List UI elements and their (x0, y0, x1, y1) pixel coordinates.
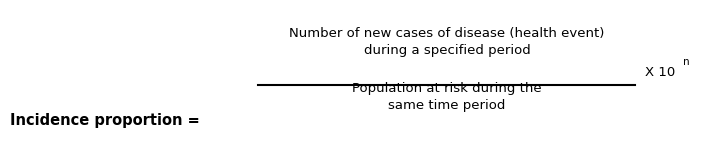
Text: n: n (683, 57, 689, 67)
Text: X 10: X 10 (645, 66, 675, 80)
Text: Incidence proportion =: Incidence proportion = (10, 113, 200, 128)
Text: Population at risk during the
same time period: Population at risk during the same time … (352, 82, 542, 112)
Text: Number of new cases of disease (health event)
during a specified period: Number of new cases of disease (health e… (289, 27, 605, 57)
